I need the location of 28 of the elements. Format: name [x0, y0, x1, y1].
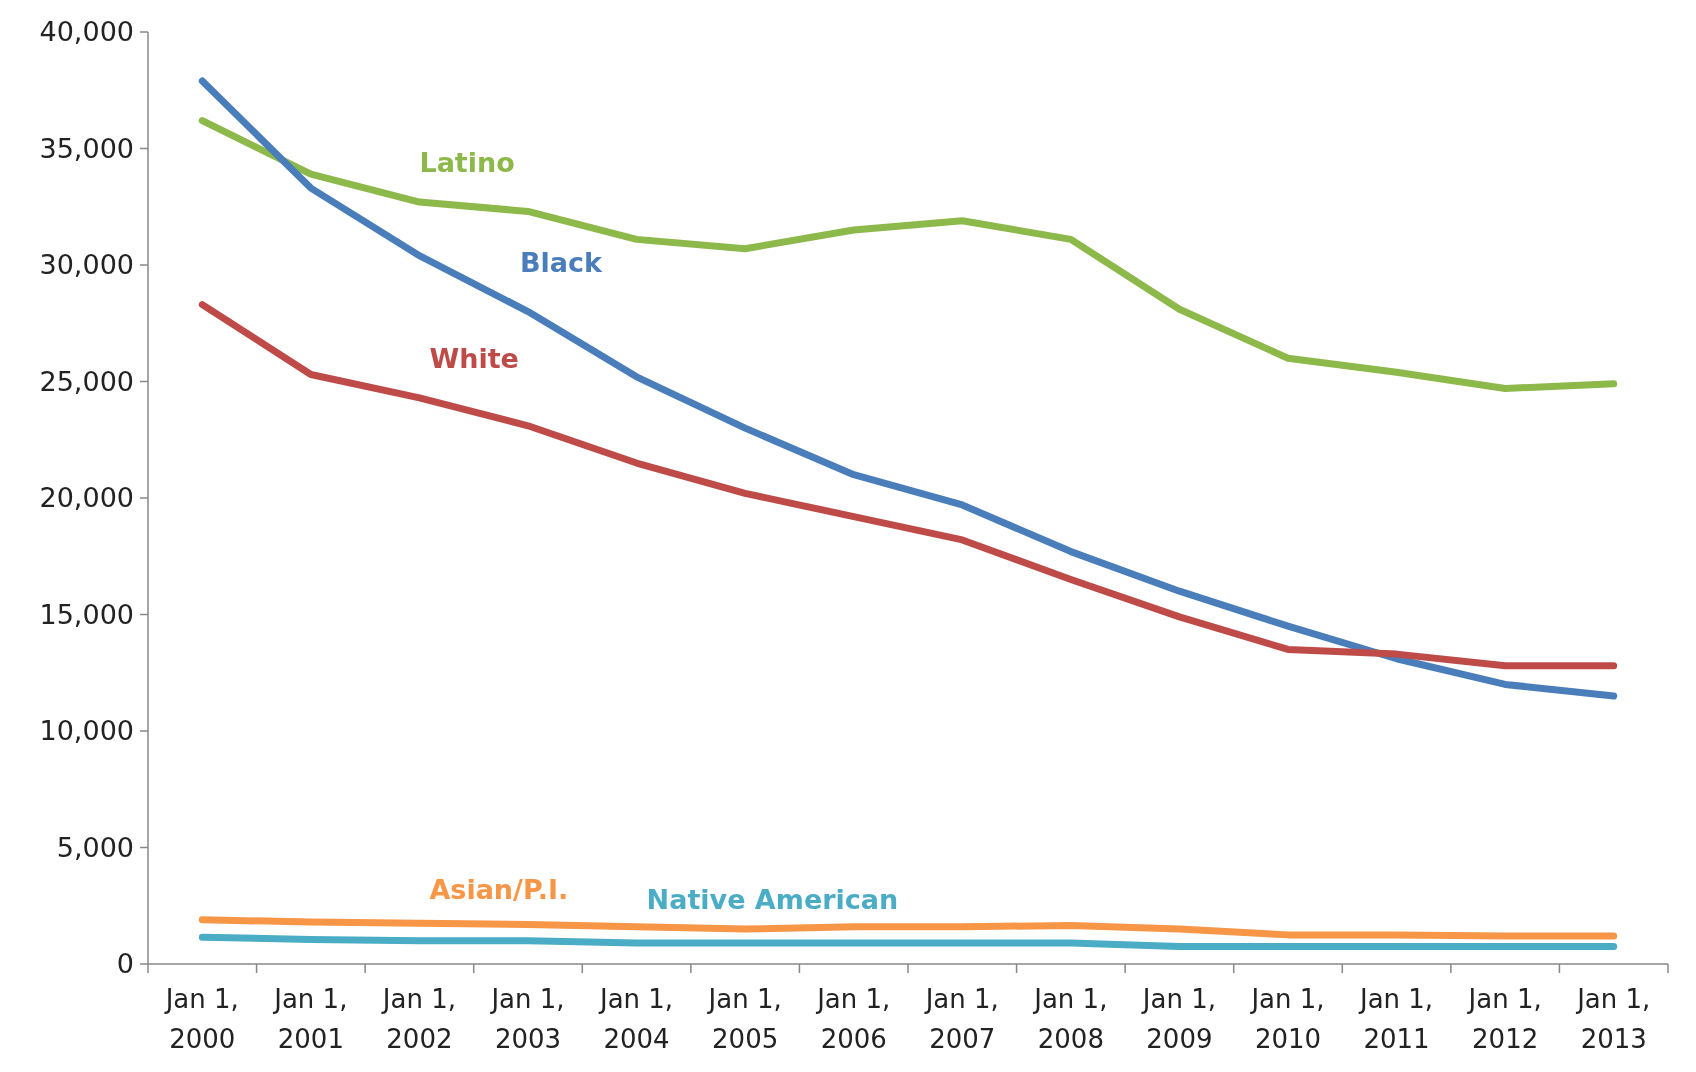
x-tick-label: Jan 1, 2002: [380, 984, 457, 1054]
y-tick-label: 40,000: [39, 16, 134, 48]
y-tick-label: 10,000: [39, 715, 134, 747]
series-label: Latino: [419, 147, 515, 179]
x-tick-label: Jan 1, 2000: [163, 984, 239, 1054]
x-tick-label: Jan 1, 2005: [706, 984, 782, 1054]
y-tick-label: 30,000: [39, 249, 134, 281]
x-tick-label: Jan 1, 2003: [489, 984, 565, 1054]
y-tick-label: 5,000: [56, 831, 134, 863]
x-tick-label: Jan 1, 2001: [272, 984, 348, 1054]
x-tick-label: Jan 1, 2004: [597, 984, 674, 1054]
x-tick-label: Jan 1, 2010: [1249, 984, 1325, 1054]
y-tick-label: 20,000: [39, 482, 134, 514]
x-tick-label: Jan 1, 2007: [923, 984, 999, 1054]
x-tick-label: Jan 1, 2009: [1140, 984, 1217, 1054]
y-tick-label: 15,000: [39, 598, 134, 630]
series-label: Asian/P.I.: [429, 874, 569, 906]
y-tick-label: 25,000: [39, 365, 134, 397]
x-tick-label: Jan 1, 2013: [1575, 984, 1651, 1054]
x-tick-label: Jan 1, 2008: [1032, 984, 1108, 1054]
series-label: Native American: [646, 884, 899, 916]
x-tick-label: Jan 1, 2012: [1466, 984, 1542, 1054]
series-label: White: [429, 342, 519, 374]
x-tick-label: Jan 1, 2006: [815, 984, 891, 1054]
x-tick-label: Jan 1, 2011: [1357, 984, 1434, 1054]
series-label: Black: [520, 246, 604, 278]
y-tick-label: 35,000: [39, 132, 134, 164]
y-tick-label: 0: [116, 948, 134, 980]
